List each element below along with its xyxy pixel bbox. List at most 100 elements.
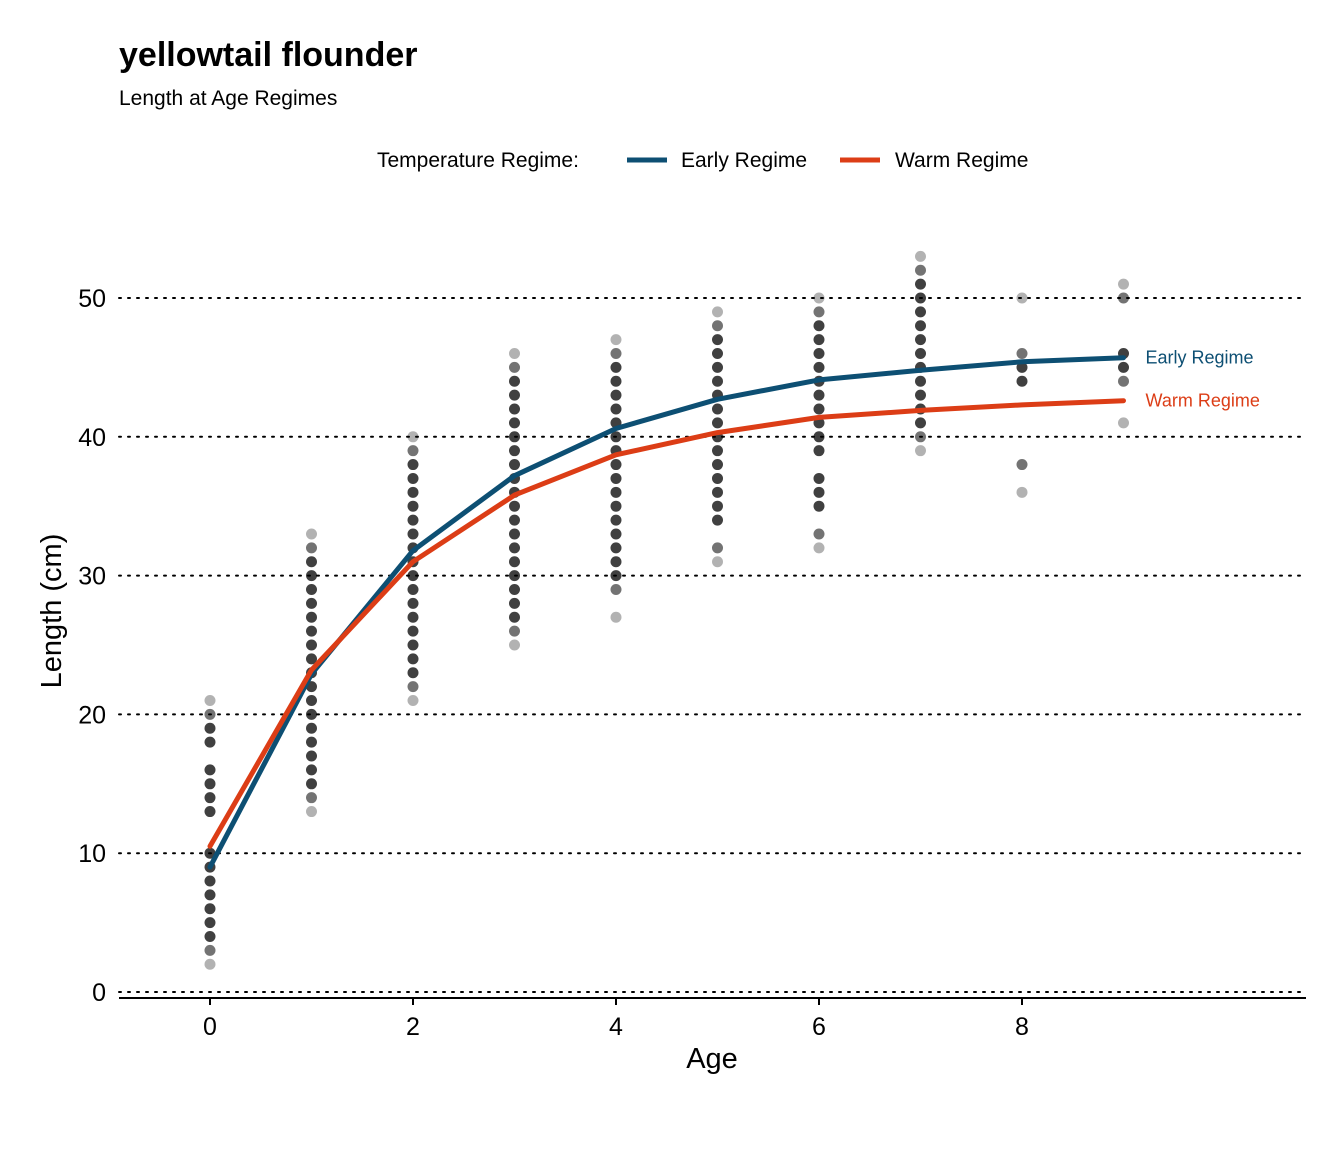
data-point — [407, 500, 419, 512]
data-point — [610, 583, 622, 595]
data-point — [1118, 361, 1129, 373]
data-point — [204, 792, 216, 804]
data-point — [204, 875, 216, 887]
data-point — [712, 306, 723, 318]
data-point — [610, 334, 622, 346]
data-point — [1016, 486, 1028, 498]
data-point — [306, 792, 317, 804]
data-point — [712, 361, 723, 373]
early-regime-curve — [207, 355, 1126, 870]
data-point — [915, 417, 926, 429]
data-point — [204, 806, 216, 818]
data-point — [712, 320, 723, 332]
data-point — [813, 306, 825, 318]
data-point — [712, 486, 723, 498]
y-axis-title: Length (cm) — [36, 534, 68, 689]
data-point — [712, 472, 723, 484]
data-point — [204, 708, 216, 720]
data-point — [306, 750, 317, 762]
observation-points — [204, 250, 1129, 970]
data-point — [509, 417, 520, 429]
data-point — [204, 930, 216, 942]
x-tick-label: 4 — [609, 1013, 623, 1041]
data-point — [915, 348, 926, 360]
data-point — [306, 695, 317, 707]
data-point — [915, 278, 926, 290]
data-point — [407, 486, 419, 498]
chart-subtitle: Length at Age Regimes — [119, 87, 337, 110]
data-point — [407, 625, 419, 637]
data-point — [407, 472, 419, 484]
data-point — [712, 403, 723, 415]
x-tick-label: 2 — [406, 1013, 420, 1041]
y-tick-label: 20 — [78, 701, 106, 729]
legend-title: Temperature Regime: — [377, 149, 579, 172]
y-tick-label: 40 — [78, 424, 106, 452]
data-point — [204, 778, 216, 790]
data-point — [509, 459, 520, 471]
data-point — [1016, 375, 1028, 387]
data-point — [813, 542, 825, 554]
data-point — [813, 472, 825, 484]
data-point — [509, 556, 520, 568]
data-point — [509, 514, 520, 526]
data-point — [306, 583, 317, 595]
data-point — [1118, 278, 1129, 290]
data-point — [915, 292, 926, 304]
data-point — [509, 445, 520, 457]
data-point — [712, 514, 723, 526]
data-point — [610, 348, 622, 360]
data-point — [204, 889, 216, 901]
data-point — [509, 542, 520, 554]
data-point — [306, 528, 317, 540]
data-point — [509, 348, 520, 360]
data-point — [204, 764, 216, 776]
data-point — [610, 570, 622, 582]
data-point — [915, 264, 926, 276]
data-point — [407, 667, 419, 679]
data-point — [915, 250, 926, 262]
x-tick-label: 8 — [1015, 1013, 1029, 1041]
data-point — [712, 334, 723, 346]
data-point — [610, 459, 622, 471]
y-tick-label: 0 — [92, 979, 106, 1007]
data-point — [306, 708, 317, 720]
data-point — [509, 625, 520, 637]
data-point — [712, 459, 723, 471]
data-point — [306, 625, 317, 637]
legend-label-early: Early Regime — [681, 149, 807, 172]
data-point — [509, 597, 520, 609]
data-point — [610, 431, 622, 443]
data-point — [915, 445, 926, 457]
data-point — [306, 556, 317, 568]
data-point — [813, 445, 825, 457]
data-point — [610, 542, 622, 554]
data-point — [306, 653, 317, 665]
data-point — [407, 570, 419, 582]
x-axis-title: Age — [686, 1043, 738, 1075]
data-point — [712, 417, 723, 429]
growth-curves — [207, 355, 1126, 870]
data-point — [306, 764, 317, 776]
data-point — [1118, 375, 1129, 387]
data-point — [204, 958, 216, 970]
y-tick-label: 50 — [78, 285, 106, 313]
data-point — [1118, 292, 1129, 304]
data-point — [915, 334, 926, 346]
data-point — [610, 375, 622, 387]
data-point — [306, 806, 317, 818]
legend: Temperature Regime: Early Regime Warm Re… — [377, 149, 1028, 172]
data-point — [509, 611, 520, 623]
y-axis-ticks: 0 10 20 30 40 50 — [78, 285, 106, 1007]
data-point — [509, 361, 520, 373]
legend-label-warm: Warm Regime — [895, 149, 1028, 172]
data-point — [915, 320, 926, 332]
data-point — [915, 389, 926, 401]
data-point — [204, 695, 216, 707]
data-point — [813, 348, 825, 360]
y-tick-label: 10 — [78, 840, 106, 868]
data-point — [407, 445, 419, 457]
data-point — [712, 445, 723, 457]
data-point — [407, 611, 419, 623]
data-point — [509, 375, 520, 387]
